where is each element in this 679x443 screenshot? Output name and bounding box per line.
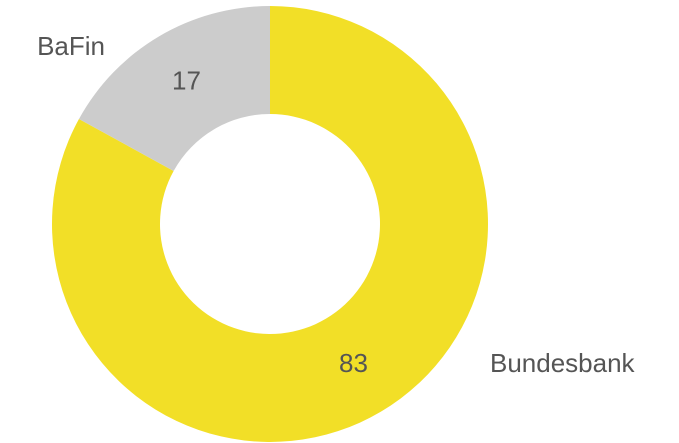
value-label: 17 [172,66,201,96]
category-label: Bundesbank [490,348,636,378]
value-label: 83 [339,348,368,378]
donut-slice [51,6,488,443]
category-label: BaFin [37,31,105,61]
donut-slice [78,6,270,172]
